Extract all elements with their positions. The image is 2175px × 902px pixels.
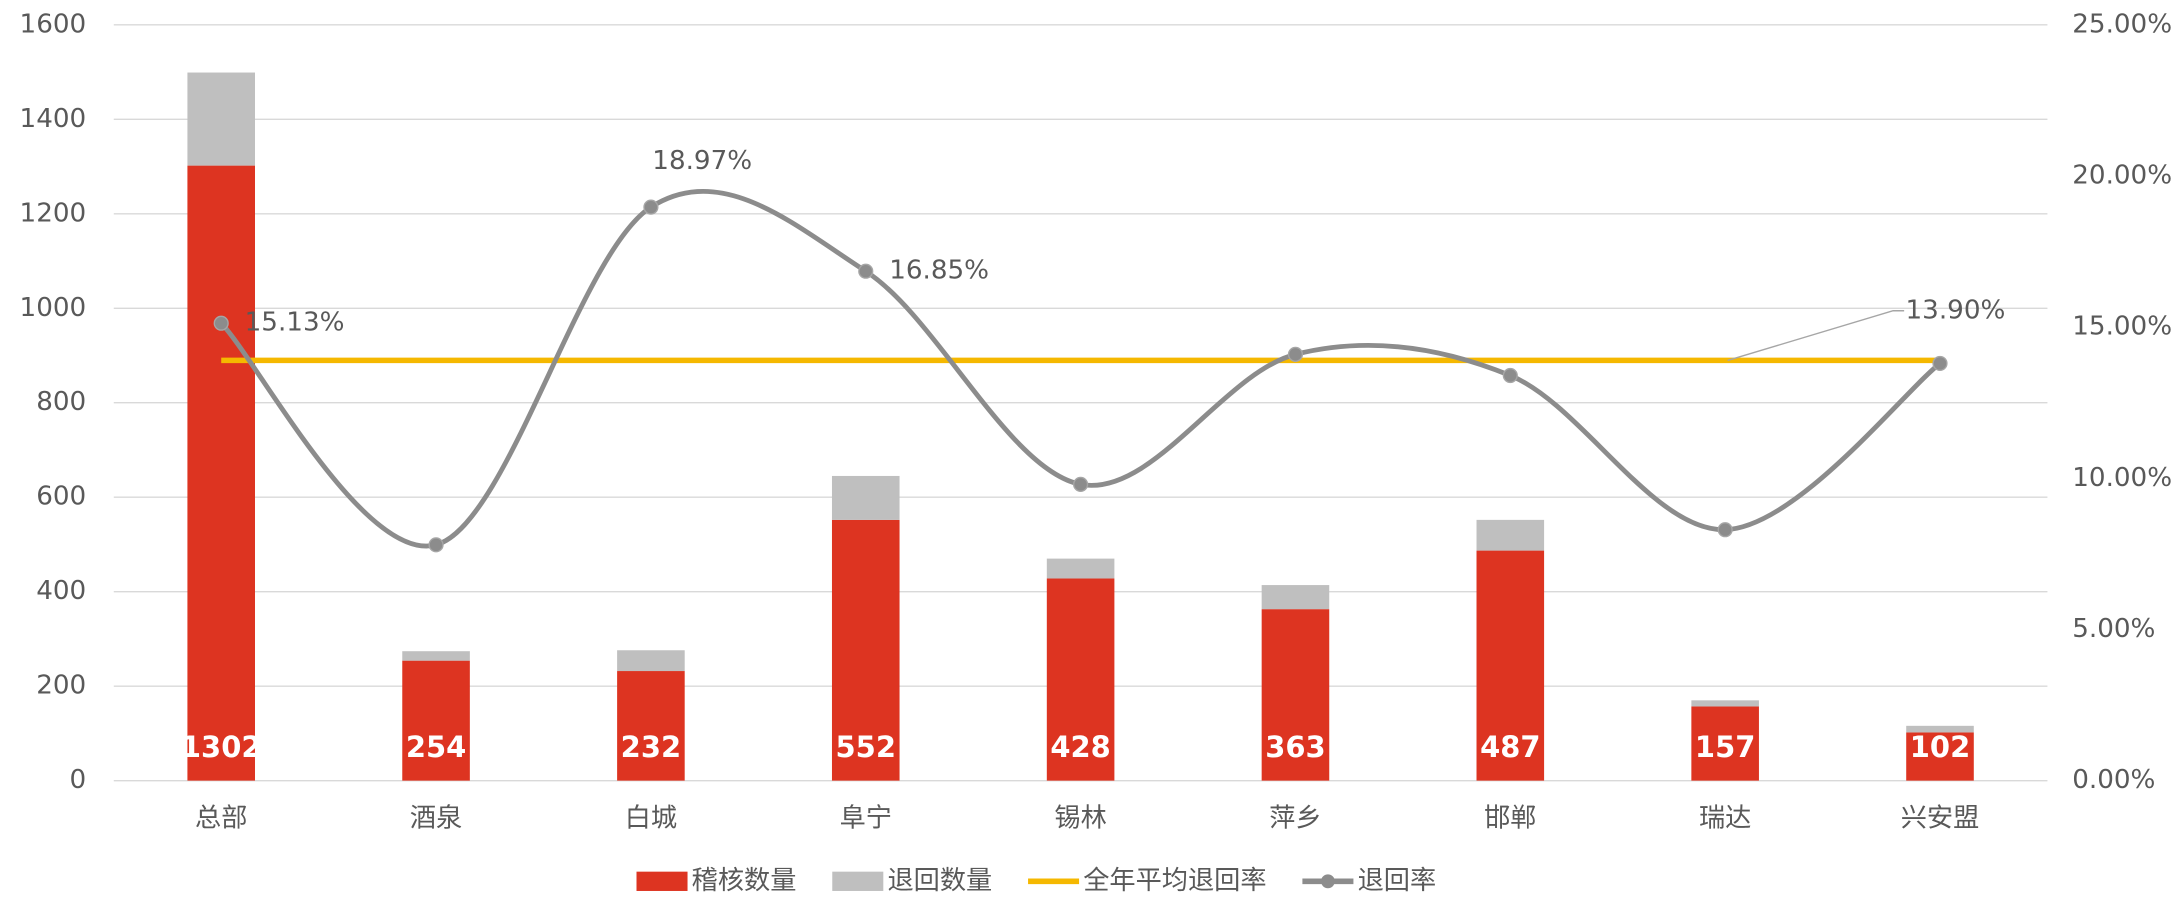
y-tick-label: 1400 bbox=[20, 104, 87, 134]
y-tick-label: 800 bbox=[36, 387, 86, 417]
line-marker bbox=[213, 315, 229, 331]
data-label: 18.97% bbox=[652, 146, 752, 176]
y-tick-label: 1200 bbox=[20, 198, 87, 228]
x-tick-label: 总部 bbox=[195, 804, 247, 834]
bar-label: 487 bbox=[1480, 730, 1540, 764]
bar bbox=[1476, 519, 1545, 551]
y-tick-label: 400 bbox=[36, 576, 86, 606]
legend-label: 稽核数量 bbox=[692, 866, 797, 896]
bar bbox=[1906, 732, 1974, 781]
bar bbox=[1691, 700, 1759, 707]
x-tick-label: 阜宁 bbox=[840, 804, 892, 834]
bar bbox=[1906, 725, 1974, 733]
legend-marker bbox=[1321, 874, 1335, 889]
bar-label: 363 bbox=[1265, 730, 1325, 764]
y2-tick-label: 25.00% bbox=[2072, 9, 2172, 39]
bar bbox=[187, 165, 255, 781]
bar bbox=[402, 651, 470, 661]
bar-label: 428 bbox=[1050, 730, 1110, 764]
bar-label: 1302 bbox=[181, 730, 262, 764]
bar bbox=[1046, 578, 1115, 781]
bar bbox=[831, 519, 900, 781]
x-tick-label: 兴安盟 bbox=[1901, 804, 1980, 834]
line-marker bbox=[1287, 346, 1304, 362]
y2-tick-label: 10.00% bbox=[2072, 463, 2172, 493]
bar-label: 552 bbox=[836, 730, 896, 764]
x-tick-label: 酒泉 bbox=[410, 804, 462, 834]
data-label: 15.13% bbox=[245, 308, 345, 338]
legend-swatch bbox=[832, 871, 884, 891]
x-tick-label: 瑞达 bbox=[1699, 804, 1751, 834]
y-tick-label: 0 bbox=[70, 765, 87, 795]
legend-label: 退回率 bbox=[1358, 866, 1437, 896]
bar bbox=[1261, 585, 1330, 610]
line-marker bbox=[1502, 367, 1518, 384]
bar bbox=[1476, 550, 1545, 781]
line bbox=[219, 188, 1942, 549]
bar-label: 232 bbox=[621, 730, 681, 764]
bar bbox=[617, 650, 685, 672]
bar bbox=[402, 660, 470, 781]
bar bbox=[187, 72, 255, 166]
x-tick-label: 邯郸 bbox=[1484, 804, 1536, 834]
legend-label: 全年平均退回率 bbox=[1083, 866, 1266, 896]
y2-tick-label: 0.00% bbox=[2072, 765, 2155, 795]
bar bbox=[831, 475, 900, 520]
bar-label: 102 bbox=[1910, 730, 1970, 764]
y-tick-label: 1000 bbox=[20, 293, 87, 323]
data-label: 13.90% bbox=[1906, 295, 2006, 325]
line-marker bbox=[1073, 476, 1089, 492]
bar bbox=[1691, 706, 1759, 781]
y2-tick-label: 20.00% bbox=[2072, 160, 2172, 190]
legend-swatch bbox=[636, 871, 688, 891]
y2-tick-label: 15.00% bbox=[2072, 312, 2172, 342]
line-marker bbox=[1932, 355, 1948, 372]
data-label: 16.85% bbox=[889, 256, 989, 286]
line-marker bbox=[1717, 522, 1733, 538]
x-tick-label: 锡林 bbox=[1054, 804, 1106, 834]
x-tick-label: 白城 bbox=[625, 804, 677, 834]
x-tick-label: 萍乡 bbox=[1269, 804, 1321, 834]
bar-label: 254 bbox=[406, 730, 466, 764]
legend-label: 退回数量 bbox=[887, 866, 992, 896]
bar bbox=[617, 671, 685, 781]
line-marker bbox=[428, 537, 444, 553]
line-marker bbox=[858, 263, 874, 279]
bar bbox=[1046, 558, 1115, 579]
bar bbox=[1261, 609, 1330, 781]
leader-line bbox=[1727, 310, 1905, 362]
y2-tick-label: 5.00% bbox=[2072, 614, 2155, 644]
line-marker bbox=[643, 199, 659, 215]
y-tick-label: 600 bbox=[36, 482, 86, 512]
y-tick-label: 1600 bbox=[20, 9, 87, 39]
bar-label: 157 bbox=[1695, 730, 1755, 764]
y-tick-label: 200 bbox=[36, 671, 86, 701]
